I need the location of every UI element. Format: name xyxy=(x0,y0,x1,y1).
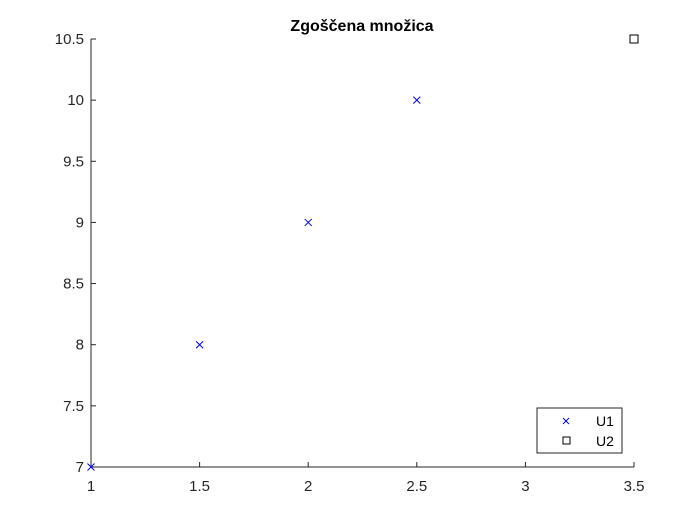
legend-marker-u1 xyxy=(562,417,570,425)
x-tick-label: 3.5 xyxy=(624,478,645,495)
y-tick-label: 7 xyxy=(76,459,84,476)
chart-title: Zgoščena množica xyxy=(290,18,433,35)
data-point-u1 xyxy=(412,96,421,104)
x-axis-ticks: 1 1.5 2 2.5 3 3.5 xyxy=(87,462,645,495)
plot-area xyxy=(90,39,634,468)
y-tick-label: 10 xyxy=(67,92,84,109)
data-point-u1 xyxy=(87,463,95,471)
y-axis-ticks: 7 7.5 8 8.5 9 9.5 10 10.5 xyxy=(55,31,96,476)
y-tick-label: 7.5 xyxy=(63,398,84,415)
legend: U1 U2 xyxy=(536,407,623,454)
x-tick-label: 3 xyxy=(521,478,529,495)
x-tick-label: 1.5 xyxy=(189,478,210,495)
y-tick-label: 8.5 xyxy=(63,276,84,293)
data-point-u1 xyxy=(195,340,204,349)
data-markers xyxy=(87,34,639,471)
y-tick-label: 8 xyxy=(76,337,84,354)
y-tick-label: 9 xyxy=(76,214,84,231)
legend-label-u1: U1 xyxy=(596,413,614,429)
x-tick-label: 2.5 xyxy=(406,478,427,495)
x-tick-label: 2 xyxy=(304,478,312,495)
legend-box xyxy=(536,407,623,454)
data-point-u2 xyxy=(629,34,639,44)
legend-label-u2: U2 xyxy=(596,433,614,449)
y-tick-label: 9.5 xyxy=(63,153,84,170)
data-point-u1 xyxy=(304,218,313,227)
y-tick-label: 10.5 xyxy=(55,31,84,48)
legend-marker-u2 xyxy=(562,436,571,445)
x-tick-label: 1 xyxy=(87,478,95,495)
